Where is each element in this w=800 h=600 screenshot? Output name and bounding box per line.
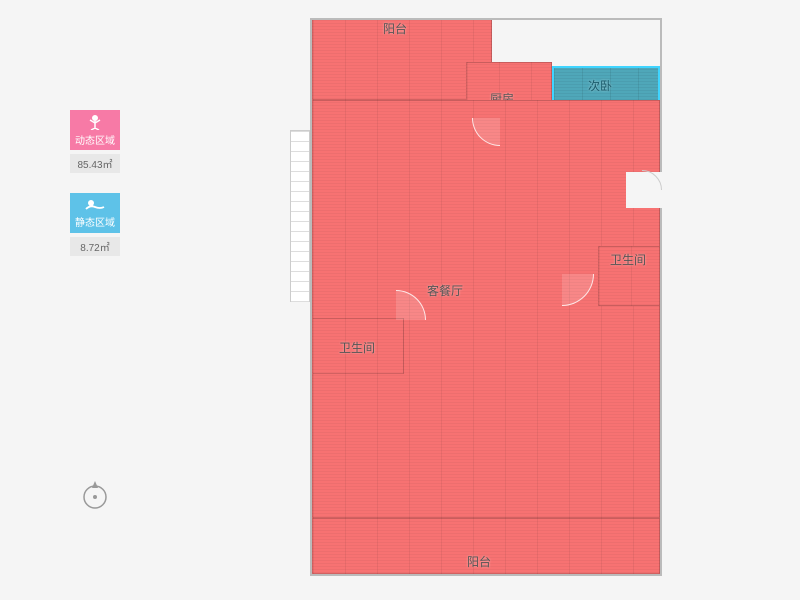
rail-0 <box>290 130 310 302</box>
legend-dynamic-label: 动态区域 <box>75 132 115 147</box>
room-balcony-bottom: 阳台 <box>312 518 660 574</box>
room-label-living: 客餐厅 <box>427 282 463 299</box>
room-label-second-bedroom: 次卧 <box>588 77 612 94</box>
floor-plan: 阳台厨房次卧客餐厅卫生间卫生间阳台 <box>270 18 690 578</box>
room-balcony-top: 阳台 <box>312 18 492 100</box>
compass-icon <box>75 475 115 515</box>
room-bath2: 卫生间 <box>598 246 660 306</box>
legend-static-badge: 静态区域 <box>70 193 120 233</box>
legend-panel: 动态区域 85.43㎡ 静态区域 8.72㎡ <box>60 110 130 276</box>
rest-icon <box>84 198 106 212</box>
people-icon <box>85 114 105 130</box>
legend-static: 静态区域 8.72㎡ <box>60 193 130 256</box>
room-bath1: 卫生间 <box>312 318 404 374</box>
legend-static-value: 8.72㎡ <box>70 237 120 256</box>
legend-dynamic-value: 85.43㎡ <box>70 154 120 173</box>
room-living: 客餐厅 <box>312 100 660 518</box>
room-label-balcony-top: 阳台 <box>383 20 407 37</box>
room-label-bath1: 卫生间 <box>339 339 375 356</box>
legend-dynamic: 动态区域 85.43㎡ <box>60 110 130 173</box>
room-label-bath2: 卫生间 <box>610 251 646 268</box>
legend-static-label: 静态区域 <box>75 214 115 229</box>
room-label-balcony-bottom: 阳台 <box>467 553 491 570</box>
legend-dynamic-badge: 动态区域 <box>70 110 120 150</box>
